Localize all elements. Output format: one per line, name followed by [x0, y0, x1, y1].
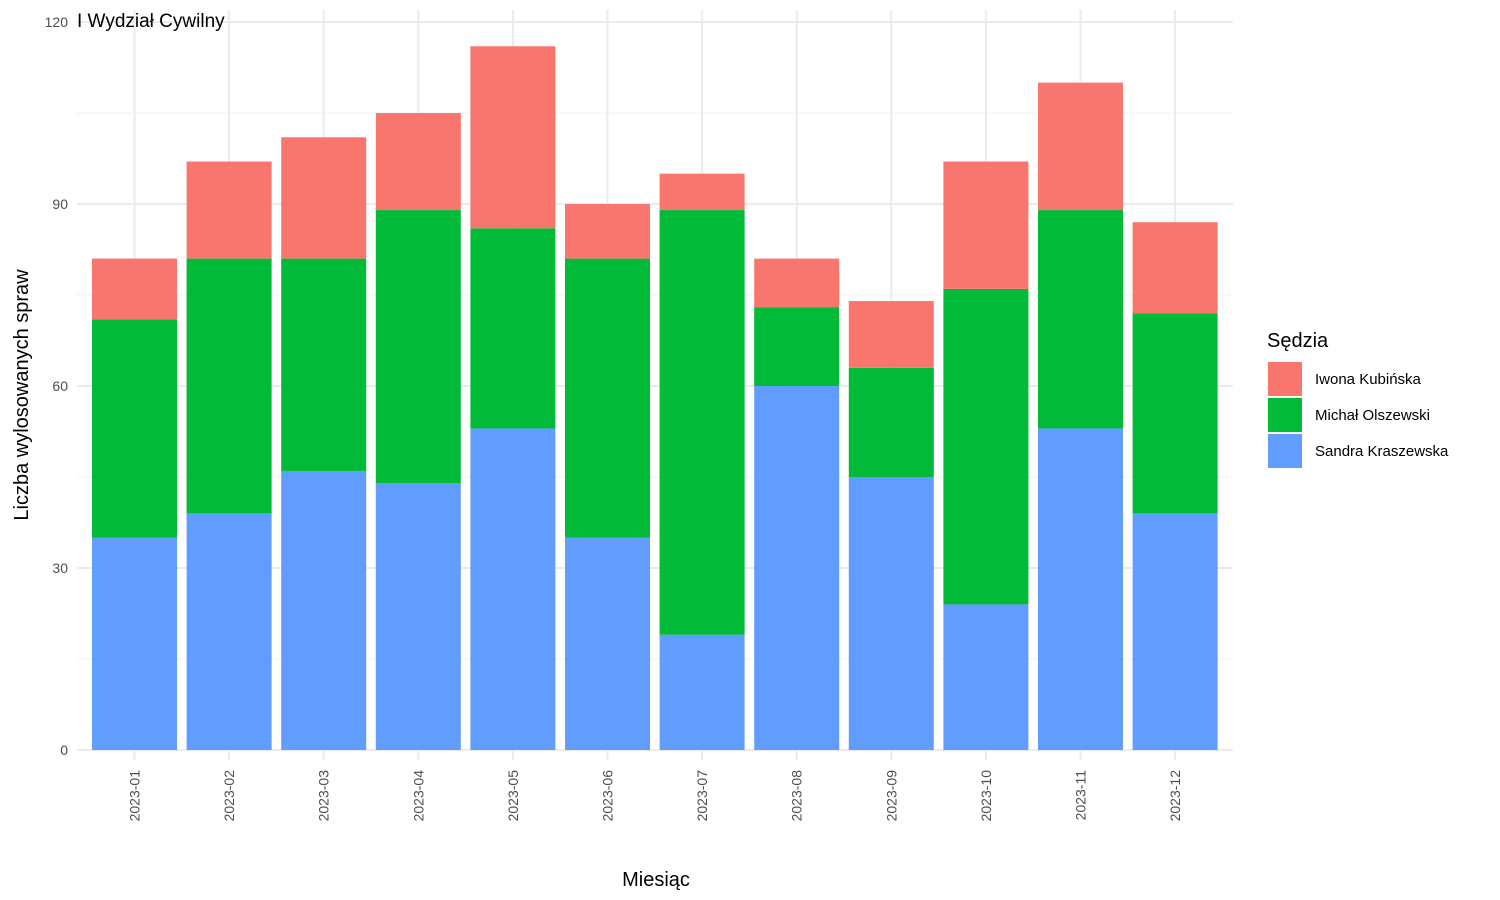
bar-segment: [754, 386, 840, 750]
x-tick-label: 2023-10: [978, 770, 994, 822]
bar-segment: [1132, 222, 1218, 314]
x-tick-label: 2023-03: [316, 770, 332, 822]
y-tick-label: 0: [60, 742, 68, 758]
legend-key: [1268, 434, 1302, 468]
x-tick-label: 2023-01: [127, 770, 143, 822]
legend-label: Iwona Kubińska: [1315, 371, 1422, 388]
legend-key: [1268, 398, 1302, 432]
bar-segment: [470, 228, 556, 429]
bar-segment: [281, 470, 367, 750]
x-tick-label: 2023-08: [789, 770, 805, 822]
bar-segment: [281, 137, 367, 259]
bar-segment: [659, 634, 745, 750]
x-tick-label: 2023-02: [221, 770, 237, 822]
legend-label: Sandra Kraszewska: [1315, 443, 1449, 460]
legend: Sędzia Iwona Kubińska Michał Olszewski San…: [1267, 330, 1449, 468]
bar-segment: [375, 483, 461, 750]
bar-segment: [848, 477, 934, 750]
bar-segment: [92, 537, 177, 750]
bar-segment: [375, 210, 461, 484]
bar-segment: [943, 161, 1029, 289]
bar-segment: [848, 367, 934, 477]
y-tick-label: 30: [52, 560, 68, 576]
x-tick-label: 2023-06: [600, 770, 616, 822]
bar-segment: [186, 161, 272, 259]
legend-key: [1268, 362, 1302, 396]
bar-segment: [470, 46, 556, 229]
bar-segment: [1038, 210, 1123, 429]
bar-segment: [92, 258, 177, 320]
legend-label: Michał Olszewski: [1315, 407, 1430, 424]
bar-segment: [186, 258, 272, 514]
y-axis-title: Liczba wylosowanych spraw: [11, 269, 33, 521]
x-tick-label: 2023-12: [1167, 770, 1183, 822]
bars: [92, 46, 1218, 750]
bar-segment: [754, 307, 840, 386]
bar-segment: [1038, 428, 1123, 750]
bar-segment: [470, 428, 556, 750]
bar-segment: [943, 288, 1029, 605]
bar-segment: [92, 319, 177, 538]
bar-segment: [186, 513, 272, 750]
bar-segment: [848, 301, 934, 368]
x-tick-label: 2023-05: [505, 770, 521, 822]
bar-segment: [565, 204, 650, 259]
bar-segment: [281, 258, 367, 471]
axes: 0 30 60 90 120 2023-01 2023-02 2023-03 2023-04 20…: [45, 14, 1183, 821]
bar-segment: [375, 113, 461, 211]
x-tick-label: 2023-07: [694, 770, 710, 822]
bar-segment: [659, 210, 745, 635]
x-axis-title: Miesiąc: [622, 869, 690, 891]
x-tick-label: 2023-11: [1073, 770, 1089, 821]
bar-segment: [1132, 513, 1218, 750]
bar-segment: [754, 258, 840, 308]
y-tick-label: 60: [52, 378, 68, 394]
x-tick-label: 2023-04: [410, 770, 426, 822]
x-tick-label: 2023-09: [883, 770, 899, 822]
bar-segment: [943, 604, 1029, 750]
y-tick-label: 90: [52, 196, 68, 212]
chart-title: I Wydział Cywilny: [77, 11, 225, 32]
legend-title: Sędzia: [1267, 330, 1329, 352]
bar-segment: [1038, 82, 1123, 211]
bar-segment: [1132, 313, 1218, 514]
y-tick-label: 120: [45, 14, 69, 30]
bar-segment: [659, 173, 745, 211]
bar-segment: [565, 537, 650, 750]
bar-segment: [565, 258, 650, 538]
